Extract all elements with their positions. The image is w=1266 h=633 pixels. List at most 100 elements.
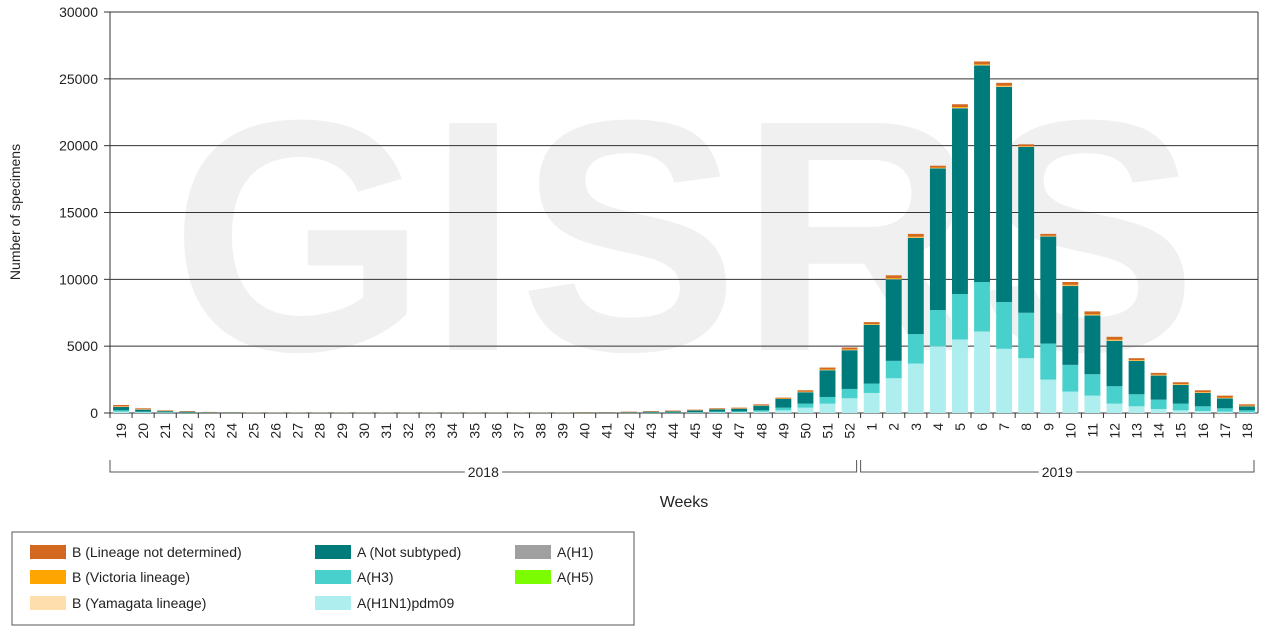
bar-segment [135, 408, 151, 409]
bar-segment [775, 398, 791, 399]
x-tick-label: 33 [422, 423, 438, 439]
x-tick-label: 10 [1062, 423, 1078, 439]
x-tick-label: 15 [1173, 423, 1189, 439]
x-tick-label: 31 [378, 423, 394, 439]
x-tick-label: 45 [687, 423, 703, 439]
bar-segment [1018, 147, 1034, 313]
bar-segment [908, 334, 924, 363]
x-tick-label: 6 [974, 423, 990, 431]
bar-segment [1129, 358, 1145, 360]
bar-segment [1151, 400, 1167, 409]
bar-segment [753, 404, 769, 405]
bar-segment [952, 107, 968, 108]
x-tick-label: 13 [1129, 423, 1145, 439]
x-tick-label: 26 [268, 423, 284, 439]
bar-segment [996, 83, 1012, 86]
legend-label: A(H5) [557, 569, 594, 585]
x-tick-label: 43 [643, 423, 659, 439]
bar-segment [1129, 394, 1145, 406]
x-tick-label: 5 [952, 423, 968, 431]
bar-segment [1195, 393, 1211, 406]
x-tick-label: 18 [1239, 423, 1255, 439]
bar-segment [709, 408, 725, 409]
bar-segment [1062, 392, 1078, 413]
bar-segment [665, 411, 681, 412]
bar-segment [1151, 376, 1167, 400]
legend-label: A(H3) [357, 569, 394, 585]
bar-segment [753, 412, 769, 413]
bar-segment [1151, 373, 1167, 375]
bar-segment [135, 412, 151, 413]
bar-segment [820, 370, 836, 397]
bar-segment [1018, 313, 1034, 358]
bar-segment [1239, 406, 1255, 410]
bar-segment [820, 368, 836, 370]
bar-segment [1195, 390, 1211, 392]
bar-segment [1040, 343, 1056, 379]
bar-segment [974, 331, 990, 413]
x-tick-label: 47 [731, 423, 747, 439]
bar-segment [709, 412, 725, 413]
x-tick-label: 32 [400, 423, 416, 439]
x-tick-label: 9 [1040, 423, 1056, 431]
x-tick-label: 21 [157, 423, 173, 439]
bar-segment [886, 279, 902, 361]
bar-segment [135, 410, 151, 412]
bar-segment [775, 399, 791, 408]
bar-segment [974, 282, 990, 331]
bar-segment [1018, 358, 1034, 413]
bar-segment [1040, 380, 1056, 413]
bar-segment [974, 64, 990, 65]
x-tick-label: 25 [246, 423, 262, 439]
bar-segment [797, 392, 813, 403]
legend-label: B (Yamagata lineage) [72, 595, 206, 611]
bar-segment [135, 412, 151, 413]
bar-segment [1151, 409, 1167, 413]
x-tick-label: 51 [820, 423, 836, 439]
legend-swatch [315, 596, 351, 610]
legend-label: A (Not subtyped) [357, 544, 461, 560]
bar-segment [157, 410, 173, 411]
bar-segment [1239, 404, 1255, 405]
group-label: 2018 [468, 464, 499, 480]
bar-segment [886, 275, 902, 278]
bar-segment [842, 350, 858, 389]
legend-swatch [30, 596, 66, 610]
bar-segment [996, 87, 1012, 302]
bar-segment [996, 349, 1012, 413]
x-tick-label: 12 [1107, 423, 1123, 439]
bar-segment [952, 339, 968, 413]
bar-segment [1018, 144, 1034, 146]
bar-segment [1129, 361, 1145, 394]
x-tick-label: 11 [1084, 423, 1100, 438]
bar-segment [1129, 406, 1145, 413]
bar-segment [1084, 314, 1100, 315]
bar-segment [1217, 398, 1233, 408]
y-tick-label: 20000 [59, 138, 98, 154]
x-tick-label: 46 [709, 423, 725, 439]
bar-segment [1084, 315, 1100, 374]
legend-label: B (Lineage not determined) [72, 544, 242, 560]
bar-segment [1062, 286, 1078, 365]
legend-label: B (Victoria lineage) [72, 569, 190, 585]
bar-segment [157, 411, 173, 412]
x-tick-label: 29 [334, 423, 350, 439]
legend-swatch [315, 570, 351, 584]
bar-segment [864, 325, 880, 384]
x-tick-label: 48 [753, 423, 769, 439]
bar-segment [842, 348, 858, 350]
bar-segment [1084, 374, 1100, 395]
bar-segment [775, 408, 791, 411]
bar-segment [1040, 236, 1056, 237]
bar-segment [1062, 282, 1078, 285]
bar-segment [643, 412, 659, 413]
bar-segment [1040, 237, 1056, 344]
bar-segment [930, 166, 946, 168]
bar-segment [930, 346, 946, 413]
x-tick-label: 24 [223, 423, 239, 439]
legend-swatch [315, 545, 351, 559]
legend-swatch [515, 570, 551, 584]
bar-segment [1107, 341, 1123, 386]
legend-swatch [515, 545, 551, 559]
y-tick-label: 15000 [59, 205, 98, 221]
